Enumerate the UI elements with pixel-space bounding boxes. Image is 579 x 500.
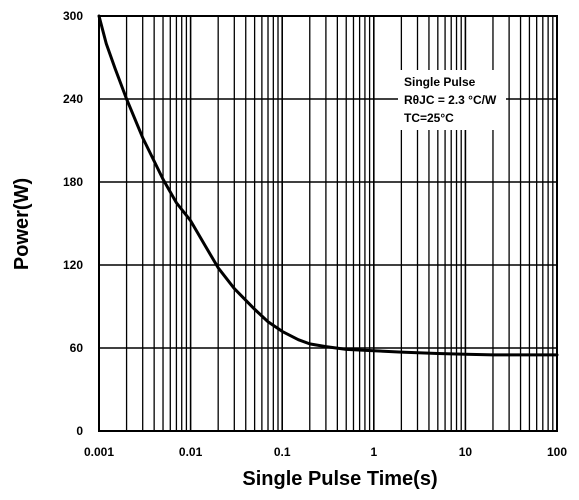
annotation-box: Single Pulse RθJC = 2.3 °C/W TC=25°C bbox=[398, 70, 506, 130]
annotation-line-1: Single Pulse bbox=[404, 75, 476, 89]
y-tick-labels: 0 60 120 180 240 300 bbox=[63, 9, 83, 438]
power-curve-line bbox=[97, 14, 559, 357]
y-tick-label: 120 bbox=[63, 258, 83, 272]
y-tick-label: 0 bbox=[76, 424, 83, 438]
x-tick-label: 1 bbox=[370, 445, 377, 459]
y-tick-label: 180 bbox=[63, 175, 83, 189]
x-tick-labels: 0.001 0.01 0.1 1 10 100 bbox=[84, 445, 567, 459]
plot-frame bbox=[98, 15, 558, 432]
annotation-line-3: TC=25°C bbox=[404, 111, 454, 125]
x-tick-label: 10 bbox=[459, 445, 473, 459]
y-tick-label: 60 bbox=[70, 341, 84, 355]
y-axis-title: Power(W) bbox=[11, 178, 33, 270]
annotation-line-2: RθJC = 2.3 °C/W bbox=[404, 93, 497, 107]
x-tick-label: 100 bbox=[547, 445, 567, 459]
y-tick-label: 240 bbox=[63, 92, 83, 106]
x-axis-title: Single Pulse Time(s) bbox=[242, 468, 437, 490]
x-tick-label: 0.1 bbox=[274, 445, 291, 459]
x-tick-label: 0.01 bbox=[179, 445, 203, 459]
x-tick-label: 0.001 bbox=[84, 445, 114, 459]
annotation-background bbox=[398, 70, 506, 130]
plot-border bbox=[98, 15, 558, 432]
data-series bbox=[97, 14, 559, 357]
y-tick-label: 300 bbox=[63, 9, 83, 23]
